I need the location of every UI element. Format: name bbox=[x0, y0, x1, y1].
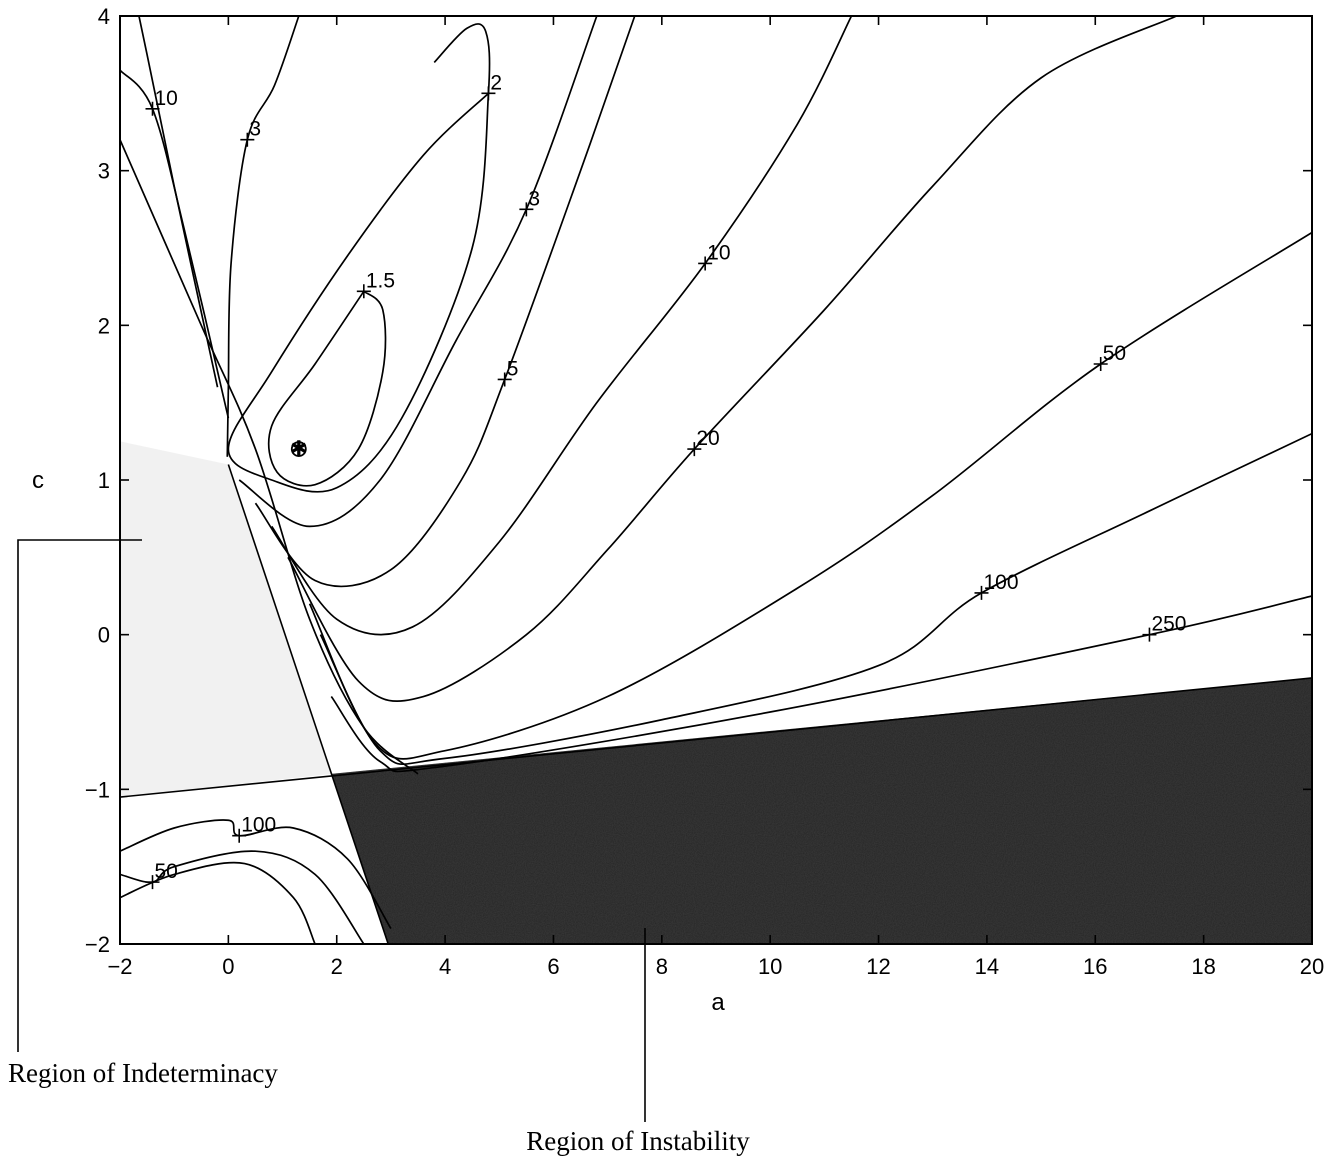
indeterminacy-boundary-line bbox=[227, 464, 389, 944]
indeterminacy-leader-line bbox=[17, 539, 142, 1052]
contour-label-marker bbox=[232, 828, 247, 843]
contour-line-0 bbox=[267, 290, 387, 487]
contour-line-4 bbox=[254, 16, 636, 588]
contour-line-10 bbox=[120, 139, 419, 775]
x-tick-label: 6 bbox=[547, 954, 559, 979]
contour-level-label: 100 bbox=[983, 571, 1018, 594]
contour-label-marker bbox=[519, 202, 534, 217]
contour-label-marker bbox=[974, 585, 989, 600]
contour-label-marker bbox=[687, 442, 702, 457]
x-tick-label: 0 bbox=[222, 954, 234, 979]
contour-level-label: 20 bbox=[696, 427, 719, 450]
contour-level-label: 2 bbox=[490, 71, 502, 94]
y-tick-label: 4 bbox=[98, 4, 110, 29]
contour-level-label: 3 bbox=[249, 118, 261, 141]
contour-line-8 bbox=[319, 432, 1312, 766]
contour-label-marker bbox=[240, 132, 255, 147]
x-tick-label: 14 bbox=[975, 954, 999, 979]
contour-label-marker bbox=[1142, 627, 1157, 642]
instability-boundary-line bbox=[120, 677, 1312, 798]
contour-level-label: 250 bbox=[1151, 613, 1186, 636]
contour-level-label: 10 bbox=[707, 241, 730, 264]
contour-level-label: 3 bbox=[528, 187, 540, 210]
region-of-indeterminacy-fill bbox=[120, 441, 332, 798]
contour-label-marker bbox=[1093, 357, 1108, 371]
contour-line-2 bbox=[226, 16, 300, 457]
x-tick-label: 20 bbox=[1300, 954, 1324, 979]
contour-level-label: 1.5 bbox=[366, 269, 395, 292]
y-tick-label: 1 bbox=[98, 468, 110, 493]
region-of-instability-label: Region of Instability bbox=[526, 1126, 750, 1156]
contour-level-label: 50 bbox=[1103, 342, 1126, 365]
contour-label-marker bbox=[145, 875, 160, 890]
contour-line-15 bbox=[120, 861, 316, 944]
contour-label-marker bbox=[698, 256, 713, 271]
contour-line-5 bbox=[271, 16, 853, 636]
optimum-marker-glyph: ✱ bbox=[290, 438, 308, 461]
region-of-indeterminacy-label: Region of Indeterminacy bbox=[8, 1058, 278, 1088]
contour-label-marker bbox=[481, 86, 496, 101]
x-tick-label: 12 bbox=[866, 954, 890, 979]
contour-label-marker bbox=[497, 372, 512, 387]
optimum-marker bbox=[290, 441, 307, 457]
contour-line-6 bbox=[287, 16, 1177, 702]
y-tick-label: 0 bbox=[98, 623, 110, 648]
contour-label-marker bbox=[356, 284, 371, 299]
x-tick-label: 10 bbox=[758, 954, 782, 979]
y-tick-label: 3 bbox=[98, 159, 110, 184]
y-axis-label: c bbox=[32, 467, 44, 494]
region-of-instability-fill bbox=[331, 677, 1312, 944]
x-tick-label: 2 bbox=[331, 954, 343, 979]
x-tick-label: 4 bbox=[439, 954, 451, 979]
contour-line-12 bbox=[138, 16, 219, 388]
y-tick-label: 2 bbox=[98, 313, 110, 338]
y-tick-label: −2 bbox=[85, 932, 110, 957]
x-axis-label: a bbox=[711, 989, 725, 1016]
contour-label-marker bbox=[145, 101, 160, 116]
x-tick-label: −2 bbox=[107, 954, 132, 979]
x-tick-label: 18 bbox=[1191, 954, 1215, 979]
contour-level-label: 5 bbox=[507, 357, 519, 380]
contour-line-1 bbox=[227, 23, 491, 493]
y-tick-label: −1 bbox=[85, 777, 110, 802]
x-tick-label: 8 bbox=[656, 954, 668, 979]
contour-level-label: 100 bbox=[241, 814, 276, 837]
contour-level-label: 50 bbox=[155, 860, 178, 883]
x-tick-label: 16 bbox=[1083, 954, 1107, 979]
contour-level-label: 10 bbox=[155, 87, 178, 110]
contour-line-3 bbox=[238, 16, 598, 528]
